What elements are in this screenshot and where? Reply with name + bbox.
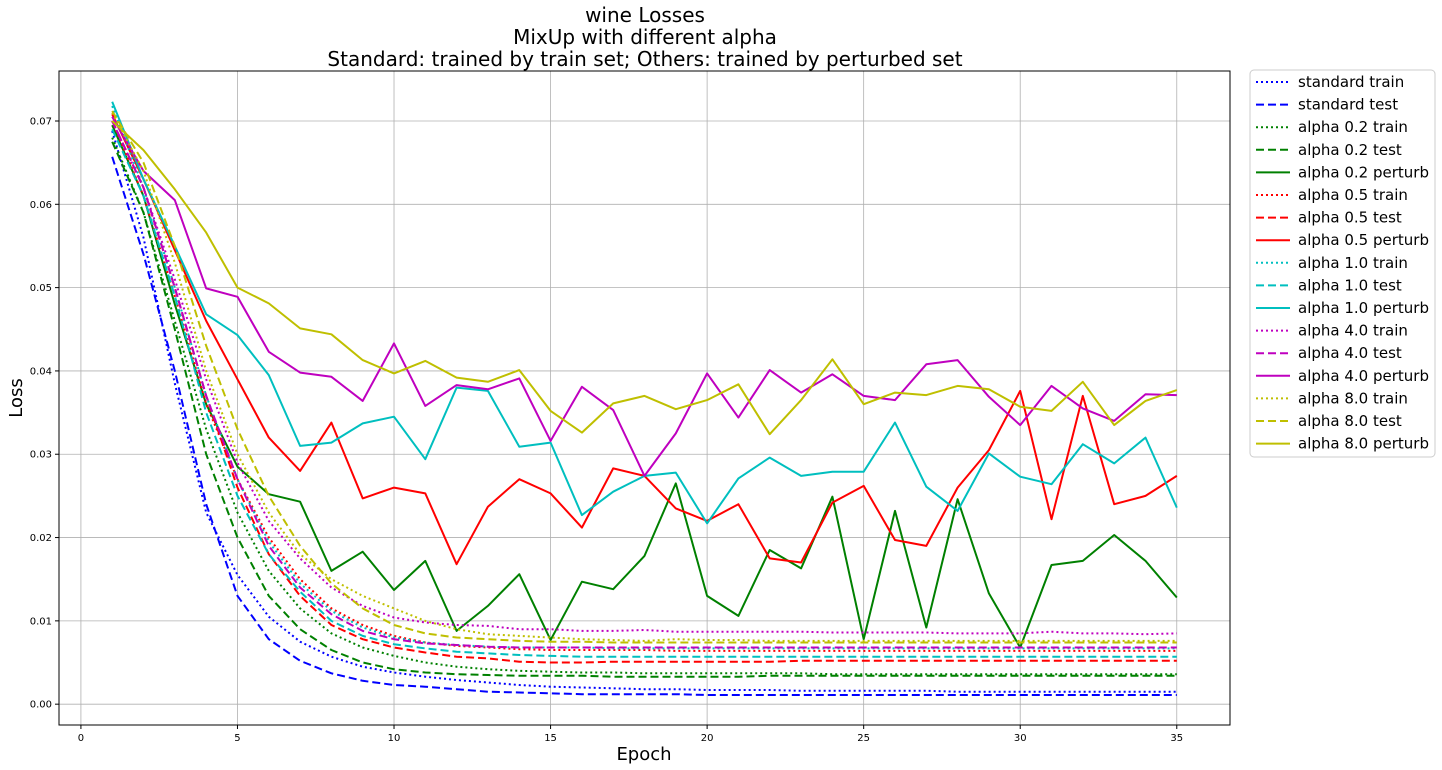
y-tick-label: 0.01 [30,616,52,627]
legend-label: alpha 8.0 train [1298,389,1408,407]
legend: standard train standard test alpha 0.2 tra… [1249,69,1436,458]
series-line-10 [111,101,1178,525]
series-line-1 [111,156,1177,696]
plot-lines [111,101,1178,696]
series-line-5 [111,120,1177,652]
series-line-9 [111,128,1177,658]
chart-title-line-3: Standard: trained by train set; Others: … [327,47,962,71]
x-tick-label: 20 [701,733,714,744]
series-line-15 [111,110,1177,644]
legend-label: alpha 0.5 perturb [1298,231,1429,249]
x-tick-label: 30 [1014,733,1027,744]
legend-label: alpha 0.2 perturb [1298,163,1429,181]
y-tick-label: 0.02 [30,533,52,544]
y-tick-label: 0.07 [30,116,52,127]
legend-label: standard test [1298,96,1398,114]
legend-label: alpha 1.0 test [1298,276,1402,294]
x-tick-label: 15 [544,733,557,744]
legend-label: alpha 0.5 test [1298,209,1402,227]
series-line-8 [111,105,1177,650]
legend-label: alpha 8.0 test [1298,412,1402,430]
series-line-7 [111,113,1178,566]
legend-label: alpha 0.5 train [1298,186,1408,204]
legend-label: alpha 4.0 perturb [1298,367,1429,385]
x-tick-label: 10 [388,733,401,744]
series-line-12 [111,120,1177,649]
legend-label: alpha 1.0 perturb [1298,299,1429,317]
legend-label: alpha 0.2 train [1298,118,1408,136]
legend-label: alpha 4.0 test [1298,344,1402,362]
x-tick-label: 25 [857,733,870,744]
legend-label: alpha 1.0 train [1298,254,1408,272]
chart-title-line-1: wine Losses [585,3,705,27]
series-line-14 [111,112,1177,642]
y-tick-label: 0.00 [30,700,52,711]
series-line-16 [111,120,1178,436]
series-line-4 [111,124,1178,649]
series-line-0 [111,130,1177,693]
x-tick-label: 0 [78,733,84,744]
legend-box [1249,69,1436,458]
x-axis-label: Epoch [616,744,671,765]
axis-ticks: 0 5 10 15 20 25 30 35 0.00 0.01 0.02 0.03 0.04 0.05 0.… [30,116,1183,744]
y-tick-label: 0.04 [30,366,52,377]
series-line-13 [111,116,1177,477]
legend-label: alpha 4.0 train [1298,322,1408,340]
plot-frame [58,70,1231,726]
y-tick-label: 0.06 [30,200,52,211]
series-line-6 [111,120,1177,664]
x-tick-label: 5 [234,733,240,744]
grid-lines [59,71,1230,725]
legend-label: alpha 8.0 perturb [1298,435,1429,453]
y-axis-label: Loss [6,378,27,417]
legend-label: alpha 0.2 test [1298,141,1402,159]
series-line-3 [111,141,1177,678]
chart-title-line-2: MixUp with different alpha [513,25,777,49]
legend-label: standard train [1298,73,1404,91]
y-tick-label: 0.03 [30,450,52,461]
y-tick-label: 0.05 [30,283,52,294]
x-tick-label: 35 [1170,733,1183,744]
